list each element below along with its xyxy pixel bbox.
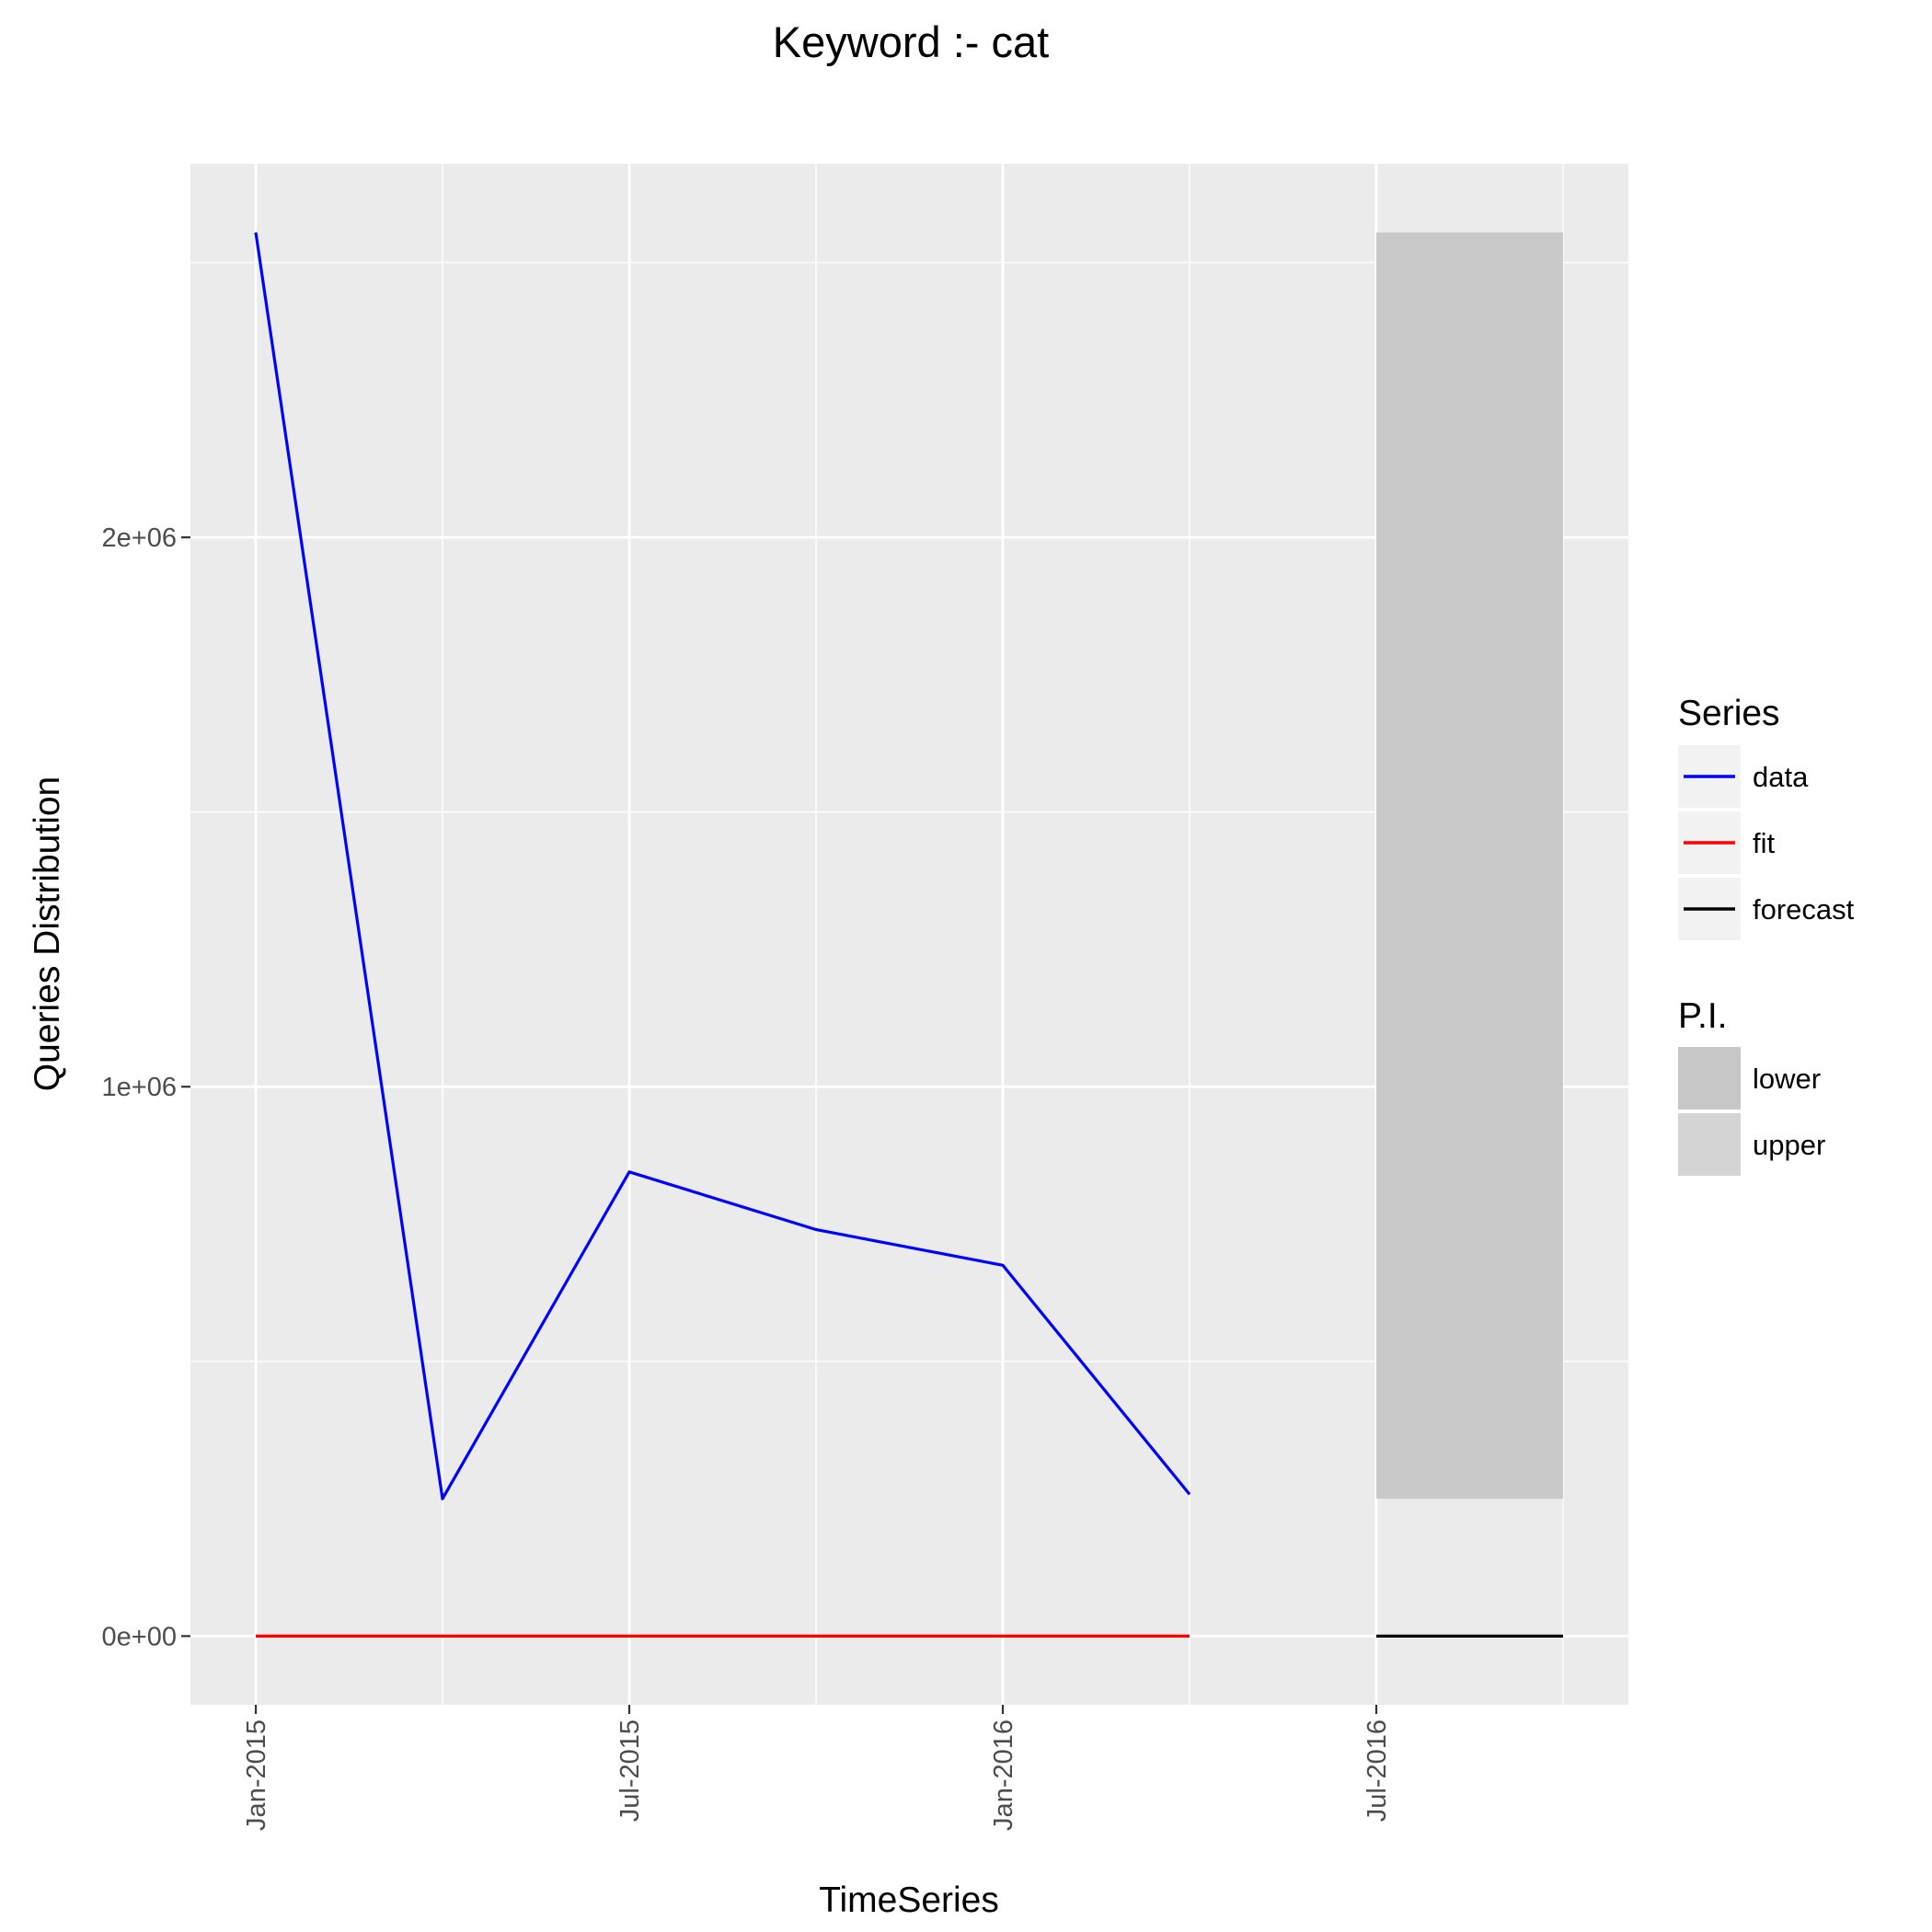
legend-swatch-lower (1678, 1047, 1741, 1110)
legend-label-upper: upper (1753, 1129, 1825, 1161)
x-axis-title: TimeSeries (819, 1880, 999, 1920)
prediction-interval-band (1375, 232, 1563, 1500)
y-axis-title: Queries Distribution (28, 776, 67, 1091)
legend-pi-entries: lower upper (1678, 1047, 1825, 1176)
legend-label-forecast: forecast (1753, 893, 1855, 926)
y-tick-label: 2e+06 (102, 523, 177, 553)
legend-series-entries: data fit forecast (1678, 745, 1855, 940)
series-line-data (254, 232, 1191, 1501)
chart-title: Keyword :- cat (773, 17, 1049, 66)
prediction-interval-layer (1375, 232, 1563, 1500)
legend-label-data: data (1753, 761, 1809, 793)
series-layer (254, 232, 1563, 1639)
x-tick-label: Jan-2015 (242, 1719, 271, 1831)
legend-label-lower: lower (1753, 1063, 1821, 1095)
legend-swatch-upper (1678, 1113, 1741, 1176)
y-axis: 0e+00 1e+06 2e+06 (102, 523, 190, 1651)
legend-pi-title: P.I. (1678, 996, 1728, 1036)
y-tick-label: 1e+06 (102, 1073, 177, 1102)
legend: Series data fit forecast P.I. lower upper (1678, 694, 1855, 1176)
legend-label-fit: fit (1753, 827, 1776, 859)
x-tick-label: Jan-2016 (989, 1719, 1018, 1831)
x-axis: Jan-2015 Jul-2015 Jan-2016 Jul-2016 (242, 1705, 1392, 1831)
x-tick-label: Jul-2015 (615, 1719, 645, 1822)
x-tick-label: Jul-2016 (1363, 1719, 1392, 1822)
legend-series-title: Series (1678, 694, 1780, 733)
y-tick-label: 0e+00 (102, 1622, 177, 1651)
